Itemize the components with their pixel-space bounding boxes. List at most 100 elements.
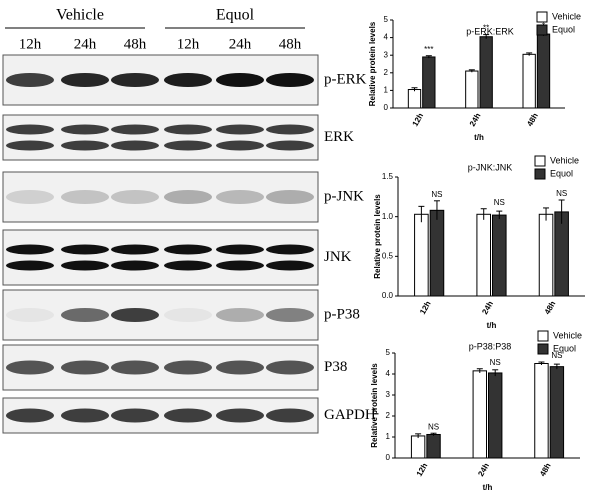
bar — [422, 56, 436, 109]
blot-band — [61, 124, 109, 135]
blot-band — [111, 308, 159, 322]
blot-band — [164, 140, 212, 151]
group-label: Vehicle — [56, 7, 104, 24]
legend-label: Equol — [553, 343, 576, 353]
x-tick-label: 12h — [411, 111, 426, 128]
lane-label: 12h — [177, 36, 200, 52]
blot-band — [164, 408, 212, 423]
x-axis-label: t/h — [487, 321, 497, 330]
blot-band — [164, 124, 212, 135]
x-tick-label: 48h — [538, 461, 553, 478]
y-tick-label: 1.0 — [382, 212, 394, 221]
blot-band — [216, 360, 264, 375]
protein-label: GAPDH — [324, 407, 376, 423]
blot-band — [6, 408, 54, 423]
blot-band — [266, 190, 314, 204]
annotation: NS — [556, 189, 567, 198]
y-tick-label: 0 — [386, 453, 391, 462]
y-tick-label: 0.5 — [382, 251, 394, 260]
blot-band — [61, 190, 109, 204]
lane-label: 48h — [124, 36, 147, 52]
error-bar — [480, 208, 487, 220]
blot-band — [266, 244, 314, 255]
error-bar — [433, 200, 440, 220]
chart-title: p-ERK:ERK — [466, 26, 514, 36]
error-bar — [411, 87, 418, 92]
error-bar — [483, 34, 490, 39]
blot-band — [216, 308, 264, 322]
lane-label: 24h — [74, 36, 97, 52]
error-bar — [553, 363, 560, 370]
blot-band — [61, 308, 109, 322]
bar — [536, 33, 551, 109]
blot-band — [6, 244, 54, 255]
x-tick-label: 24h — [476, 461, 491, 478]
blot-band — [111, 260, 159, 271]
lane-label: 48h — [279, 36, 302, 52]
blot-band — [216, 124, 264, 135]
blot-band — [164, 190, 212, 204]
blot-band — [6, 140, 54, 151]
blot-band — [216, 244, 264, 255]
blot-panel — [2, 114, 319, 161]
blot-panel — [2, 344, 319, 391]
legend-swatch — [536, 11, 548, 23]
bar — [538, 213, 554, 297]
bar — [429, 209, 445, 297]
x-axis-label: t/h — [483, 483, 493, 492]
bar — [522, 53, 536, 109]
blot-band — [164, 73, 212, 87]
blot-band — [111, 408, 159, 423]
x-tick-label: 24h — [468, 111, 483, 128]
blot-band — [164, 308, 212, 322]
blot-band — [216, 408, 264, 423]
blot-panel — [2, 289, 319, 341]
y-tick-label: 4 — [386, 369, 391, 378]
blot-panel — [2, 397, 319, 434]
legend-label: Equol — [550, 168, 573, 178]
blot-band — [6, 190, 54, 204]
error-bar — [476, 368, 483, 373]
lane-label: 12h — [19, 36, 42, 52]
blot-band — [266, 140, 314, 151]
annotation: ** — [483, 24, 489, 33]
legend-swatch — [534, 155, 546, 167]
blot-band — [216, 190, 264, 204]
blot-band — [266, 124, 314, 135]
chart-title: p-JNK:JNK — [468, 162, 513, 172]
blot-band — [266, 260, 314, 271]
blot-panel — [2, 171, 319, 223]
bar — [465, 70, 479, 109]
x-tick-label: 12h — [418, 299, 433, 316]
blot-band — [61, 244, 109, 255]
blot-band — [111, 140, 159, 151]
error-bar — [492, 369, 499, 377]
legend-label: Vehicle — [553, 330, 582, 340]
blot-band — [216, 260, 264, 271]
annotation: NS — [494, 198, 505, 207]
error-bar — [430, 432, 437, 436]
blot-band — [61, 260, 109, 271]
y-tick-label: 5 — [386, 348, 391, 357]
y-tick-label: 2 — [384, 68, 389, 77]
annotation: *** — [424, 45, 433, 54]
x-axis-label: t/h — [474, 133, 484, 142]
protein-label: JNK — [324, 249, 352, 265]
blot-band — [266, 73, 314, 87]
y-tick-label: 2 — [386, 411, 391, 420]
blot-band — [164, 360, 212, 375]
error-bar — [538, 361, 545, 365]
blot-band — [266, 360, 314, 375]
lane-label: 24h — [229, 36, 252, 52]
blot-band — [6, 73, 54, 87]
legend-label: Equol — [552, 24, 575, 34]
blot-band — [216, 140, 264, 151]
blot-band — [164, 260, 212, 271]
blot-band — [61, 140, 109, 151]
legend-swatch — [537, 343, 549, 355]
y-axis-label: Relative protein levels — [373, 194, 382, 279]
blot-band — [111, 360, 159, 375]
y-tick-label: 1 — [386, 432, 391, 441]
blot-band — [164, 244, 212, 255]
